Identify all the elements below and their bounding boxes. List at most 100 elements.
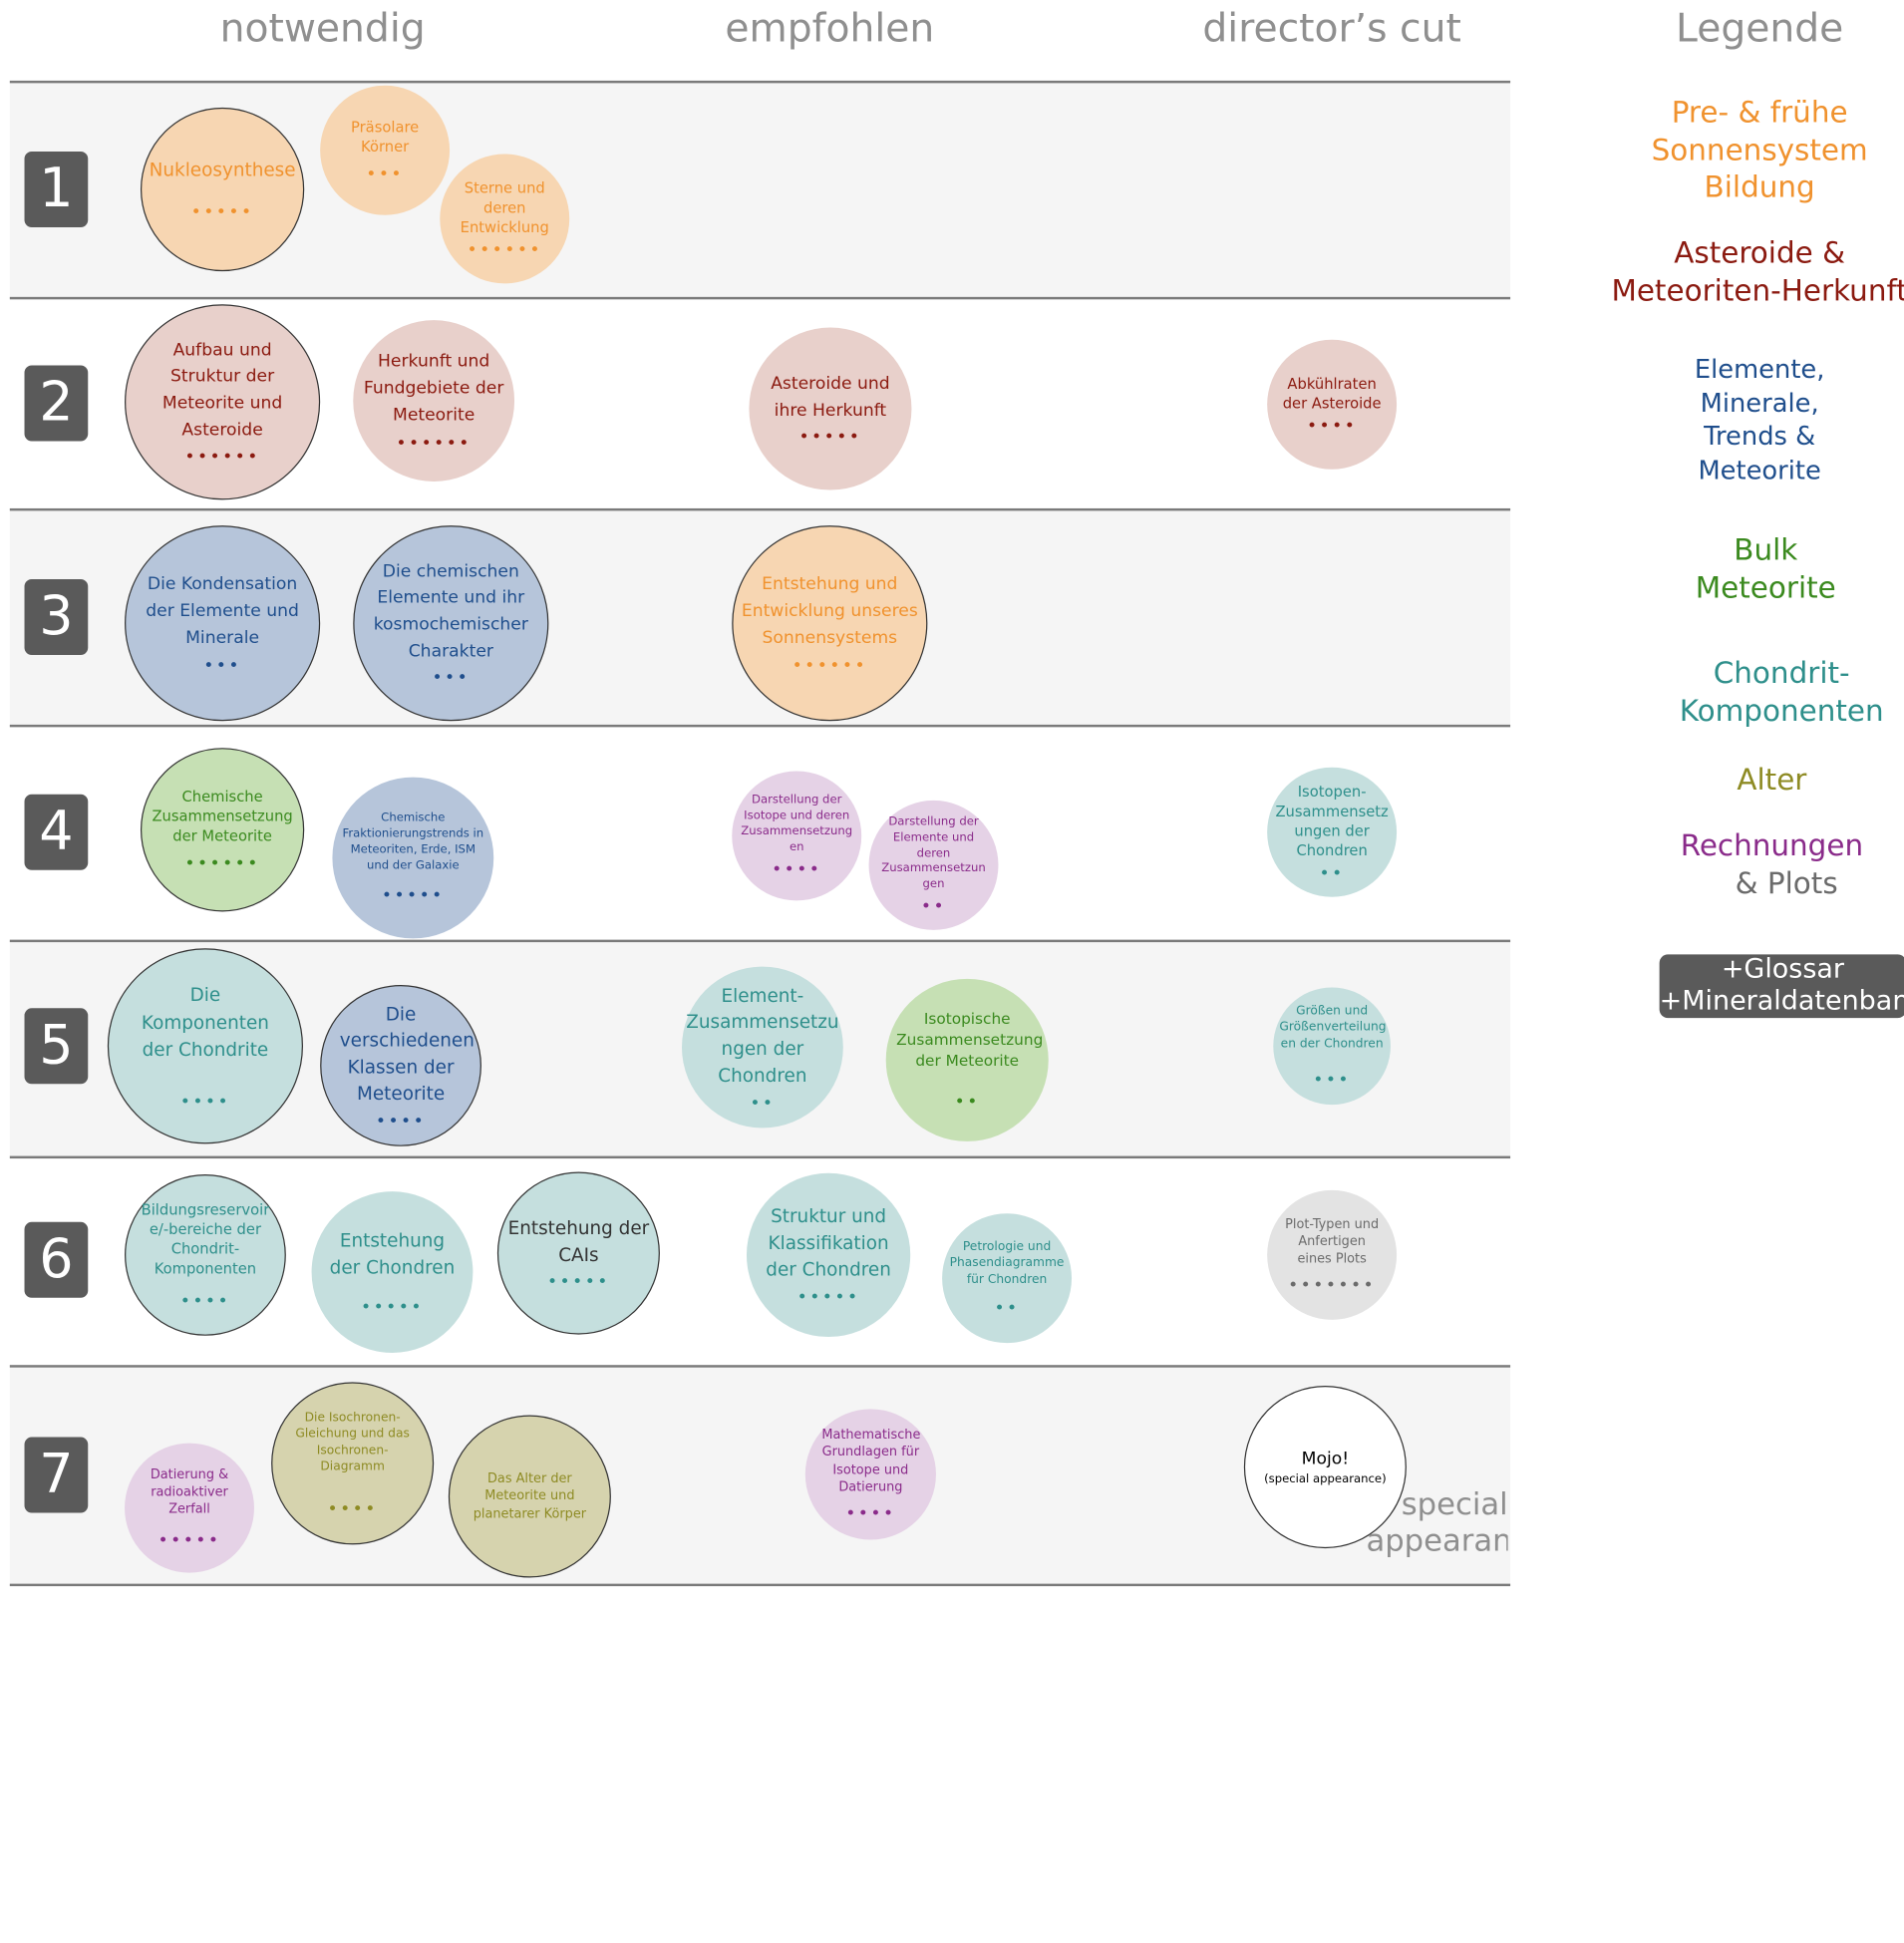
topic-entstehung-cais[interactable]: Entstehung der CAIs ••••• (496, 1171, 660, 1335)
difficulty-dots: •••••• (467, 240, 542, 261)
mojo-label: Mojo! (1301, 1449, 1350, 1468)
difficulty-dots: ••••• (361, 1297, 424, 1318)
difficulty-dots: ••• (366, 164, 404, 185)
topic-groessen-verteilung[interactable]: Größen und Größenverteilung en der Chond… (1273, 987, 1391, 1106)
column-header-empfohlen: empfohlen (725, 4, 935, 52)
topic-label: Das Alter der Meteorite und planetarer K… (473, 1471, 587, 1521)
topic-entstehung-sonnensystem[interactable]: Entstehung und Entwicklung unseres Sonne… (732, 525, 928, 722)
topic-plot-typen[interactable]: Plot-Typen und Anfertigen eines Plots ••… (1267, 1189, 1398, 1320)
row-number-5: 5 (24, 1008, 89, 1085)
topic-isotopische-zusammensetzung[interactable]: Isotopische Zusammensetzung der Meteorit… (885, 978, 1049, 1141)
difficulty-dots: •••• (179, 1092, 231, 1113)
topic-struktur-klassifikation-chondren[interactable]: Struktur und Klassifikation der Chondren… (746, 1172, 911, 1338)
topic-label: Die Kondensation der Elemente und Minera… (146, 574, 299, 648)
topic-herkunft-fundgebiete[interactable]: Herkunft und Fundgebiete der Meteorite •… (353, 320, 515, 482)
topic-aufbau-struktur[interactable]: Aufbau und Struktur der Meteorite und As… (125, 304, 321, 500)
topic-label: Entstehung der Chondren (329, 1229, 456, 1279)
topic-mojo[interactable]: Mojo! (special appearance) (1243, 1386, 1407, 1549)
legend-pre-sonnensystem: Pre- & frühe Sonnensystem Bildung (1651, 95, 1868, 205)
difficulty-dots: •• (1319, 864, 1345, 884)
topic-isotopen-chondren[interactable]: Isotopen-Zusammensetz ungen der Chondren… (1267, 767, 1398, 897)
topic-alter-meteorite[interactable]: Das Alter der Meteorite und planetarer K… (448, 1415, 611, 1578)
row-number-4: 4 (24, 794, 89, 870)
difficulty-dots: •••• (1306, 417, 1358, 437)
difficulty-dots: •••• (327, 1498, 378, 1519)
topic-label: Die Isochronen-Gleichung und das Isochro… (295, 1411, 410, 1474)
topic-fraktionierungstrends[interactable]: Chemische Fraktionierungstrends in Meteo… (332, 777, 494, 939)
row-number-1: 1 (24, 151, 89, 227)
topic-abkuehlraten[interactable]: Abkühlraten der Asteroide •••• (1267, 339, 1398, 470)
topic-label: Nukleosynthese (149, 159, 296, 181)
difficulty-dots: ••• (203, 655, 241, 676)
topic-label: Bildungsreservoir e/-bereiche der Chondr… (141, 1200, 270, 1278)
difficulty-dots: ••••• (190, 202, 254, 223)
special-line-1: special (1401, 1485, 1508, 1522)
topic-klassen-meteorite[interactable]: Die verschiedenen Klassen der Meteorite … (320, 984, 481, 1146)
legend-title: Legende (1676, 4, 1844, 52)
legend-asteroide-herkunft: Asteroide & Meteoriten-Herkunft (1611, 235, 1904, 308)
topic-entstehung-chondren[interactable]: Entstehung der Chondren ••••• (311, 1191, 474, 1353)
difficulty-dots: ••• (1313, 1071, 1351, 1091)
topic-label: Isotopen-Zusammensetz ungen der Chondren (1275, 783, 1389, 859)
topic-label: Element-Zusammensetzu ngen der Chondren (686, 984, 839, 1087)
topic-mathematische-grundlagen[interactable]: Mathematische Grundlagen für Isotope und… (804, 1409, 936, 1540)
topic-darstellung-elemente[interactable]: Darstellung der Elemente und deren Zusam… (868, 800, 999, 930)
topic-label: Datierung & radioaktiver Zerfall (150, 1466, 229, 1517)
topic-label: Isotopische Zusammensetzung der Meteorit… (896, 1009, 1044, 1070)
legend-alter: Alter (1737, 762, 1807, 798)
topic-label: Plot-Typen und Anfertigen eines Plots (1285, 1216, 1380, 1267)
column-header-notwendig: notwendig (219, 4, 426, 52)
topic-isochronen-gleichung[interactable]: Die Isochronen-Gleichung und das Isochro… (271, 1382, 435, 1545)
topic-label: Chemische Zusammensetzung der Meteorite (152, 788, 293, 845)
row-number-2: 2 (24, 365, 89, 442)
difficulty-dots: ••••• (158, 1531, 221, 1551)
topic-chemische-zusammensetzung[interactable]: Chemische Zusammensetzung der Meteorite … (140, 748, 305, 912)
topic-kondensation[interactable]: Die Kondensation der Elemente und Minera… (125, 525, 321, 722)
topic-label: Aufbau und Struktur der Meteorite und As… (161, 340, 283, 440)
difficulty-dots: •• (994, 1299, 1020, 1319)
topic-label: Abkühlraten der Asteroide (1282, 375, 1382, 413)
difficulty-dots: •••• (772, 859, 822, 880)
topic-praesolare-koerner[interactable]: Präsolare Körner ••• (320, 85, 451, 215)
topic-element-zusammensetzungen[interactable]: Element-Zusammensetzu ngen der Chondren … (681, 966, 843, 1129)
topic-label: Asteroide und ihre Herkunft (771, 373, 890, 421)
mojo-sublabel: (special appearance) (1264, 1472, 1387, 1487)
special-line-2: appearance (1366, 1522, 1507, 1558)
row-band-2 (9, 296, 1511, 509)
legend-chondrit-komponenten: Chondrit-Komponenten (1679, 656, 1884, 729)
difficulty-dots: •••••• (184, 854, 260, 874)
difficulty-dots: •••• (179, 1292, 231, 1312)
topic-asteroide-herkunft[interactable]: Asteroide und ihre Herkunft ••••• (749, 327, 912, 490)
topic-petrologie[interactable]: Petrologie und Phasendiagramme für Chond… (942, 1213, 1073, 1344)
difficulty-dots: ••• (432, 668, 471, 689)
topic-label: Die verschiedenen Klassen der Meteorite (339, 1002, 475, 1105)
difficulty-dots: ••••• (798, 428, 862, 448)
glossar-mineraldatenbank-button[interactable]: +Glossar +Mineraldatenbank (1659, 954, 1904, 1019)
difficulty-dots: •••••• (792, 655, 868, 676)
column-header-directors-cut: director’s cut (1202, 4, 1461, 52)
special-appearance-label: special appearance (1366, 1486, 1507, 1560)
topic-chemische-elemente[interactable]: Die chemischen Elemente und ihr kosmoche… (353, 525, 549, 722)
topic-sterne-entwicklung[interactable]: Sterne und deren Entwicklung •••••• (440, 154, 570, 284)
topic-label: Entstehung und Entwicklung unseres Sonne… (741, 574, 918, 648)
row-number-3: 3 (24, 579, 89, 656)
topic-label: Darstellung der Isotope und deren Zusamm… (741, 794, 853, 854)
difficulty-dots: •• (920, 896, 947, 917)
difficulty-dots: ••••• (546, 1272, 610, 1292)
legend-rechnungen: Rechnungen & Plots (1674, 827, 1869, 902)
topic-label: Mathematische Grundlagen für Isotope und… (821, 1427, 921, 1494)
topic-label: Struktur und Klassifikation der Chondren (766, 1205, 891, 1281)
topic-darstellung-isotope[interactable]: Darstellung der Isotope und deren Zusamm… (732, 771, 862, 901)
topic-label: Größen und Größenverteilung en der Chond… (1279, 1004, 1387, 1051)
topic-komponenten-chondrite[interactable]: Die Komponenten der Chondrite •••• (107, 948, 303, 1144)
topic-nukleosynthese[interactable]: Nukleosynthese ••••• (140, 107, 305, 272)
topic-bildungsreservoire[interactable]: Bildungsreservoir e/-bereiche der Chondr… (125, 1173, 286, 1336)
row-number-7: 7 (24, 1437, 89, 1513)
difficulty-dots: •••••• (396, 433, 472, 454)
legend-rechnungen-line-1: Rechnungen (1680, 828, 1864, 863)
topic-label: Die chemischen Elemente und ihr kosmoche… (373, 561, 528, 661)
difficulty-dots: •••••• (184, 448, 260, 468)
topic-datierung-zerfall[interactable]: Datierung & radioaktiver Zerfall ••••• (125, 1443, 254, 1573)
legend-bulk-meteorite: Bulk Meteorite (1695, 532, 1836, 605)
difficulty-dots: •••• (845, 1503, 896, 1524)
